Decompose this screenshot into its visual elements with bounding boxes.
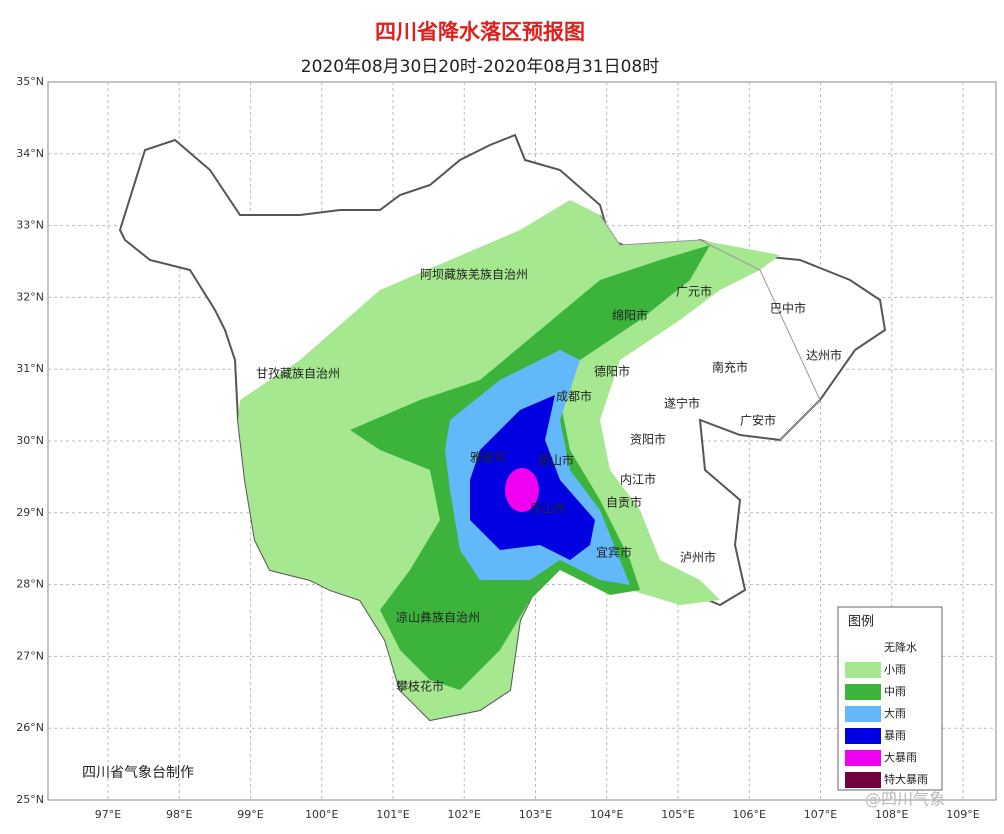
- lat-label: 34°N: [16, 147, 44, 160]
- place-label: 内江市: [620, 472, 656, 487]
- lat-label: 31°N: [16, 362, 44, 375]
- place-label: 宜宾市: [596, 545, 632, 560]
- lat-label: 30°N: [16, 434, 44, 447]
- watermark: @四川气象: [865, 790, 945, 809]
- place-label: 成都市: [556, 389, 592, 404]
- lon-label: 102°E: [448, 808, 481, 821]
- place-label: 自贡市: [606, 495, 642, 510]
- place-label: 雅安市: [470, 450, 506, 465]
- lon-label: 107°E: [804, 808, 837, 821]
- lon-label: 104°E: [590, 808, 623, 821]
- lat-label: 25°N: [16, 793, 44, 806]
- lon-label: 99°E: [237, 808, 263, 821]
- lat-label: 27°N: [16, 649, 44, 662]
- lon-label: 97°E: [95, 808, 121, 821]
- place-label: 巴中市: [770, 301, 806, 316]
- place-label: 乐山市: [530, 501, 566, 516]
- place-label: 达州市: [806, 348, 842, 363]
- place-label: 广安市: [740, 413, 776, 428]
- place-label: 阿坝藏族羌族自治州: [420, 268, 528, 282]
- legend-title: 图例: [848, 615, 874, 630]
- place-label: 德阳市: [594, 364, 630, 379]
- lat-label: 33°N: [16, 219, 44, 232]
- legend-swatch: [845, 750, 881, 766]
- place-label: 凉山彝族自治州: [396, 610, 480, 625]
- subtitle: 2020年08月30日20时-2020年08月31日08时: [301, 57, 659, 77]
- city-borders: [599, 214, 821, 441]
- lon-label: 100°E: [305, 808, 338, 821]
- lon-label: 105°E: [661, 808, 694, 821]
- place-label: 资阳市: [630, 432, 666, 447]
- legend-label: 无降水: [884, 640, 917, 654]
- legend-swatch: [845, 640, 881, 656]
- lat-label: 35°N: [16, 75, 44, 88]
- lat-label: 32°N: [16, 290, 44, 303]
- place-label: 攀枝花市: [396, 679, 444, 694]
- legend-swatch: [845, 706, 881, 722]
- title: 四川省降水落区预报图: [375, 20, 585, 44]
- legend-label: 特大暴雨: [884, 772, 928, 786]
- place-label: 眉山市: [538, 453, 574, 468]
- legend-label: 大暴雨: [884, 750, 917, 764]
- legend-label: 暴雨: [884, 729, 906, 742]
- legend-swatch: [845, 684, 881, 700]
- legend-label: 小雨: [884, 663, 906, 676]
- place-label: 南充市: [712, 360, 748, 375]
- place-label: 遂宁市: [664, 396, 700, 411]
- legend-swatch: [845, 728, 881, 744]
- lon-label: 106°E: [733, 808, 766, 821]
- legend-swatch: [845, 662, 881, 678]
- place-labels: 阿坝藏族羌族自治州 甘孜藏族自治州 广元市 巴中市 绵阳市 达州市 南充市 德阳…: [256, 268, 842, 694]
- lon-label: 109°E: [946, 808, 979, 821]
- lon-label: 103°E: [519, 808, 552, 821]
- lon-label: 108°E: [875, 808, 908, 821]
- lat-label: 29°N: [16, 506, 44, 519]
- place-label: 甘孜藏族自治州: [256, 367, 340, 381]
- credit: 四川省气象台制作: [82, 765, 194, 781]
- lat-label: 26°N: [16, 721, 44, 734]
- heavy-rainstorm-area: [505, 468, 539, 512]
- lat-label: 28°N: [16, 578, 44, 591]
- legend-label: 中雨: [884, 685, 906, 698]
- legend-swatch: [845, 772, 881, 788]
- place-label: 广元市: [676, 284, 712, 299]
- lon-label: 101°E: [376, 808, 409, 821]
- lon-label: 98°E: [166, 808, 192, 821]
- place-label: 泸州市: [680, 550, 716, 565]
- legend-label: 大雨: [884, 706, 906, 720]
- place-label: 绵阳市: [612, 308, 648, 323]
